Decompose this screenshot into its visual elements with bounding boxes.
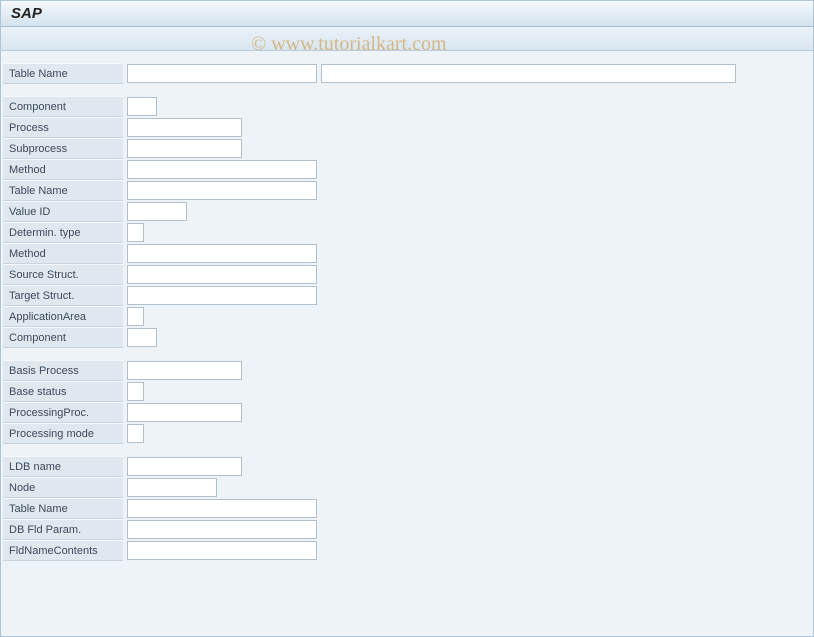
input-table-name-1[interactable]	[127, 64, 317, 83]
label-component: Component	[3, 96, 123, 117]
row-determin-type: Determin. type	[3, 222, 811, 243]
row-fld-name-contents: FldNameContents	[3, 540, 811, 561]
label-application-area: ApplicationArea	[3, 306, 123, 327]
input-base-status[interactable]	[127, 382, 144, 401]
input-fld-name-contents[interactable]	[127, 541, 317, 560]
label-processing-proc: ProcessingProc.	[3, 402, 123, 423]
row-db-fld-param: DB Fld Param.	[3, 519, 811, 540]
row-table-name-4: Table Name	[3, 498, 811, 519]
app-title: SAP	[11, 5, 42, 22]
input-processing-proc[interactable]	[127, 403, 242, 422]
row-ldb-name: LDB name	[3, 456, 811, 477]
input-determin-type[interactable]	[127, 223, 144, 242]
label-table-name-2: Table Name	[3, 180, 123, 201]
label-method: Method	[3, 159, 123, 180]
input-source-struct[interactable]	[127, 265, 317, 284]
label-table-name: Table Name	[3, 63, 123, 84]
input-method[interactable]	[127, 160, 317, 179]
label-source-struct: Source Struct.	[3, 264, 123, 285]
label-base-status: Base status	[3, 381, 123, 402]
input-component[interactable]	[127, 97, 157, 116]
row-target-struct: Target Struct.	[3, 285, 811, 306]
input-subprocess[interactable]	[127, 139, 242, 158]
section-3: Basis Process Base status ProcessingProc…	[3, 360, 811, 444]
label-method-2: Method	[3, 243, 123, 264]
row-method-2: Method	[3, 243, 811, 264]
label-component-2: Component	[3, 327, 123, 348]
section-2: Component Process Subprocess Method Tabl…	[3, 96, 811, 348]
row-value-id: Value ID	[3, 201, 811, 222]
input-processing-mode[interactable]	[127, 424, 144, 443]
section-1: Table Name	[3, 63, 811, 84]
input-application-area[interactable]	[127, 307, 144, 326]
label-subprocess: Subprocess	[3, 138, 123, 159]
input-node[interactable]	[127, 478, 217, 497]
label-value-id: Value ID	[3, 201, 123, 222]
row-method: Method	[3, 159, 811, 180]
row-component: Component	[3, 96, 811, 117]
row-node: Node	[3, 477, 811, 498]
input-basis-process[interactable]	[127, 361, 242, 380]
row-table-name-top: Table Name	[3, 63, 811, 84]
input-method-2[interactable]	[127, 244, 317, 263]
input-ldb-name[interactable]	[127, 457, 242, 476]
row-basis-process: Basis Process	[3, 360, 811, 381]
label-determin-type: Determin. type	[3, 222, 123, 243]
label-basis-process: Basis Process	[3, 360, 123, 381]
input-table-name-s2[interactable]	[127, 181, 317, 200]
label-table-name-4: Table Name	[3, 498, 123, 519]
input-table-name-s4[interactable]	[127, 499, 317, 518]
label-node: Node	[3, 477, 123, 498]
input-target-struct[interactable]	[127, 286, 317, 305]
input-process[interactable]	[127, 118, 242, 137]
row-base-status: Base status	[3, 381, 811, 402]
row-component-2: Component	[3, 327, 811, 348]
label-processing-mode: Processing mode	[3, 423, 123, 444]
row-table-name-2: Table Name	[3, 180, 811, 201]
label-target-struct: Target Struct.	[3, 285, 123, 306]
row-subprocess: Subprocess	[3, 138, 811, 159]
content-area: Table Name Component Process Subprocess …	[1, 51, 813, 636]
input-db-fld-param[interactable]	[127, 520, 317, 539]
row-processing-proc: ProcessingProc.	[3, 402, 811, 423]
label-db-fld-param: DB Fld Param.	[3, 519, 123, 540]
input-table-name-2[interactable]	[321, 64, 736, 83]
input-component-2[interactable]	[127, 328, 157, 347]
row-application-area: ApplicationArea	[3, 306, 811, 327]
row-source-struct: Source Struct.	[3, 264, 811, 285]
row-process: Process	[3, 117, 811, 138]
input-value-id[interactable]	[127, 202, 187, 221]
label-ldb-name: LDB name	[3, 456, 123, 477]
section-4: LDB name Node Table Name DB Fld Param. F…	[3, 456, 811, 561]
label-process: Process	[3, 117, 123, 138]
row-processing-mode: Processing mode	[3, 423, 811, 444]
toolbar	[1, 27, 813, 51]
label-fld-name-contents: FldNameContents	[3, 540, 123, 561]
title-bar: SAP	[1, 1, 813, 27]
